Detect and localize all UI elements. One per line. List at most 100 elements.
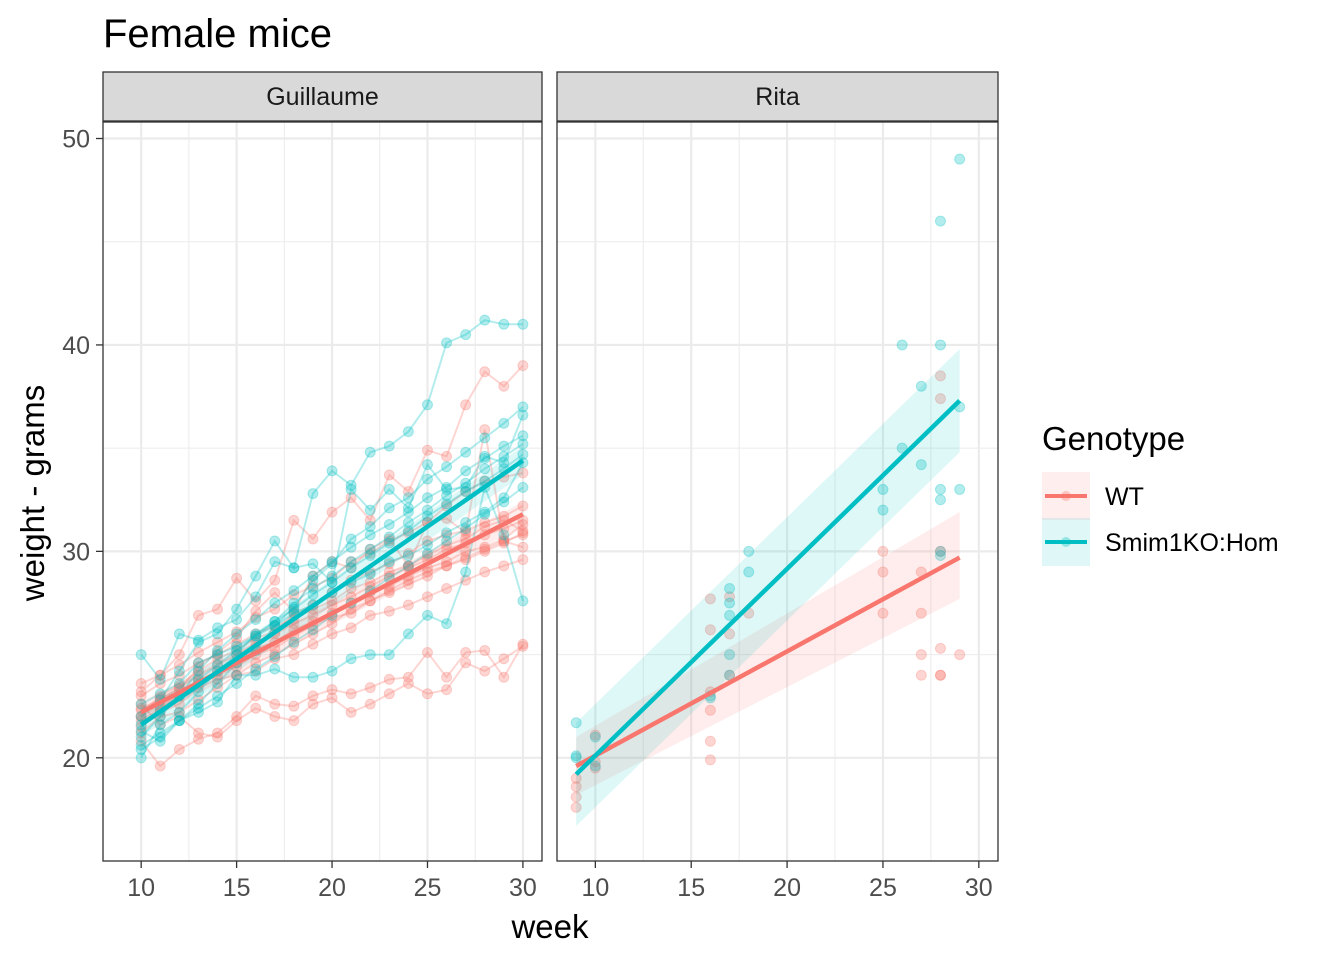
data-point-smim1ko-hom	[460, 566, 472, 578]
data-point-wt	[402, 486, 414, 497]
data-point-wt	[288, 649, 300, 661]
data-point-smim1ko-hom	[402, 525, 414, 537]
x-tick-label-rita: 30	[965, 874, 993, 902]
data-point-wt	[288, 715, 300, 727]
data-point-wt	[724, 591, 736, 603]
data-point-smim1ko-hom	[154, 731, 166, 743]
data-point-smim1ko-hom	[250, 613, 262, 625]
confidence-band-wt-rita	[576, 512, 960, 795]
data-point-smim1ko-hom	[421, 459, 433, 471]
data-point-smim1ko-hom	[212, 677, 224, 689]
data-point-wt	[441, 539, 453, 551]
data-point-wt	[517, 640, 529, 652]
data-point-wt	[173, 659, 185, 671]
data-point-wt	[192, 609, 204, 621]
data-point-smim1ko-hom	[402, 628, 414, 640]
data-point-wt	[517, 500, 529, 512]
data-point-wt	[479, 424, 491, 436]
data-point-smim1ko-hom	[421, 504, 433, 516]
data-point-wt	[173, 649, 185, 661]
data-point-wt	[421, 444, 433, 456]
data-point-smim1ko-hom	[479, 508, 491, 520]
panel-background-guillaume	[103, 122, 542, 861]
data-point-smim1ko-hom	[934, 339, 946, 351]
data-point-smim1ko-hom	[441, 498, 453, 510]
y-axis-title: weight - grams	[14, 385, 51, 602]
data-point-smim1ko-hom	[154, 719, 166, 731]
data-point-smim1ko-hom	[383, 537, 395, 549]
data-point-wt	[288, 638, 300, 650]
data-point-smim1ko-hom	[364, 504, 376, 516]
data-point-wt	[364, 543, 376, 555]
data-point-smim1ko-hom	[231, 613, 243, 625]
data-point-smim1ko-hom	[364, 568, 376, 580]
data-point-smim1ko-hom	[743, 566, 755, 578]
data-point-wt	[915, 649, 927, 661]
data-point-smim1ko-hom	[231, 640, 243, 652]
data-point-wt	[460, 647, 472, 659]
data-point-smim1ko-hom	[364, 549, 376, 561]
data-point-smim1ko-hom	[460, 523, 472, 535]
data-point-wt	[498, 653, 510, 665]
data-point-wt	[724, 628, 736, 640]
data-point-smim1ko-hom	[231, 628, 243, 640]
data-point-smim1ko-hom	[192, 706, 204, 718]
trajectory-line-smim1ko-hom	[140, 406, 524, 751]
data-point-smim1ko-hom	[135, 739, 147, 751]
data-point-wt	[231, 669, 243, 681]
data-point-wt	[460, 399, 472, 411]
data-point-smim1ko-hom	[269, 535, 281, 547]
data-point-smim1ko-hom	[460, 465, 472, 477]
series-wt-rita	[570, 370, 966, 813]
data-point-smim1ko-hom	[212, 644, 224, 656]
data-point-smim1ko-hom	[307, 558, 319, 570]
legend-entry-smim1ko-hom: Smim1KO:Hom	[1042, 518, 1279, 566]
chart-title: Female mice	[103, 12, 332, 56]
data-point-smim1ko-hom	[724, 649, 736, 661]
trajectory-line-wt	[140, 643, 524, 768]
trajectory-line-wt	[140, 531, 524, 728]
data-point-smim1ko-hom	[326, 576, 338, 588]
data-point-wt	[173, 711, 185, 723]
data-point-smim1ko-hom	[307, 570, 319, 582]
data-point-wt	[250, 657, 262, 669]
panel-border-guillaume	[102, 121, 543, 862]
data-point-smim1ko-hom	[517, 595, 529, 607]
data-point-smim1ko-hom	[307, 583, 319, 595]
data-point-wt	[421, 566, 433, 578]
data-point-smim1ko-hom	[250, 628, 262, 640]
data-point-wt	[173, 706, 185, 718]
data-point-wt	[269, 711, 281, 723]
panel-border-rita	[556, 121, 999, 862]
data-point-wt	[704, 704, 716, 716]
data-point-smim1ko-hom	[307, 488, 319, 500]
data-point-wt	[250, 702, 262, 714]
trajectory-line-wt	[140, 364, 524, 685]
data-point-wt	[498, 537, 510, 549]
strip-label-guillaume: Guillaume	[266, 83, 379, 111]
data-point-wt	[460, 486, 472, 497]
data-point-wt	[704, 735, 716, 747]
data-point-smim1ko-hom	[383, 531, 395, 543]
data-point-wt	[345, 706, 357, 718]
data-point-smim1ko-hom	[154, 727, 166, 739]
data-point-wt	[517, 529, 529, 541]
data-point-wt	[421, 535, 433, 547]
y-tick-label: 20	[62, 745, 90, 773]
strip-label-rita: Rita	[755, 83, 800, 111]
data-point-smim1ko-hom	[934, 494, 946, 506]
data-point-smim1ko-hom	[326, 556, 338, 568]
data-point-wt	[383, 469, 395, 481]
data-point-smim1ko-hom	[402, 516, 414, 528]
data-point-wt	[212, 727, 224, 739]
data-point-smim1ko-hom	[441, 527, 453, 539]
data-point-smim1ko-hom	[517, 318, 529, 330]
trajectory-line-wt	[140, 558, 524, 734]
data-point-smim1ko-hom	[498, 496, 510, 508]
data-point-wt	[212, 636, 224, 648]
data-point-wt	[192, 657, 204, 669]
data-point-smim1ko-hom	[192, 634, 204, 646]
data-point-wt	[173, 744, 185, 756]
data-point-wt	[517, 519, 529, 531]
data-point-wt	[877, 566, 889, 578]
